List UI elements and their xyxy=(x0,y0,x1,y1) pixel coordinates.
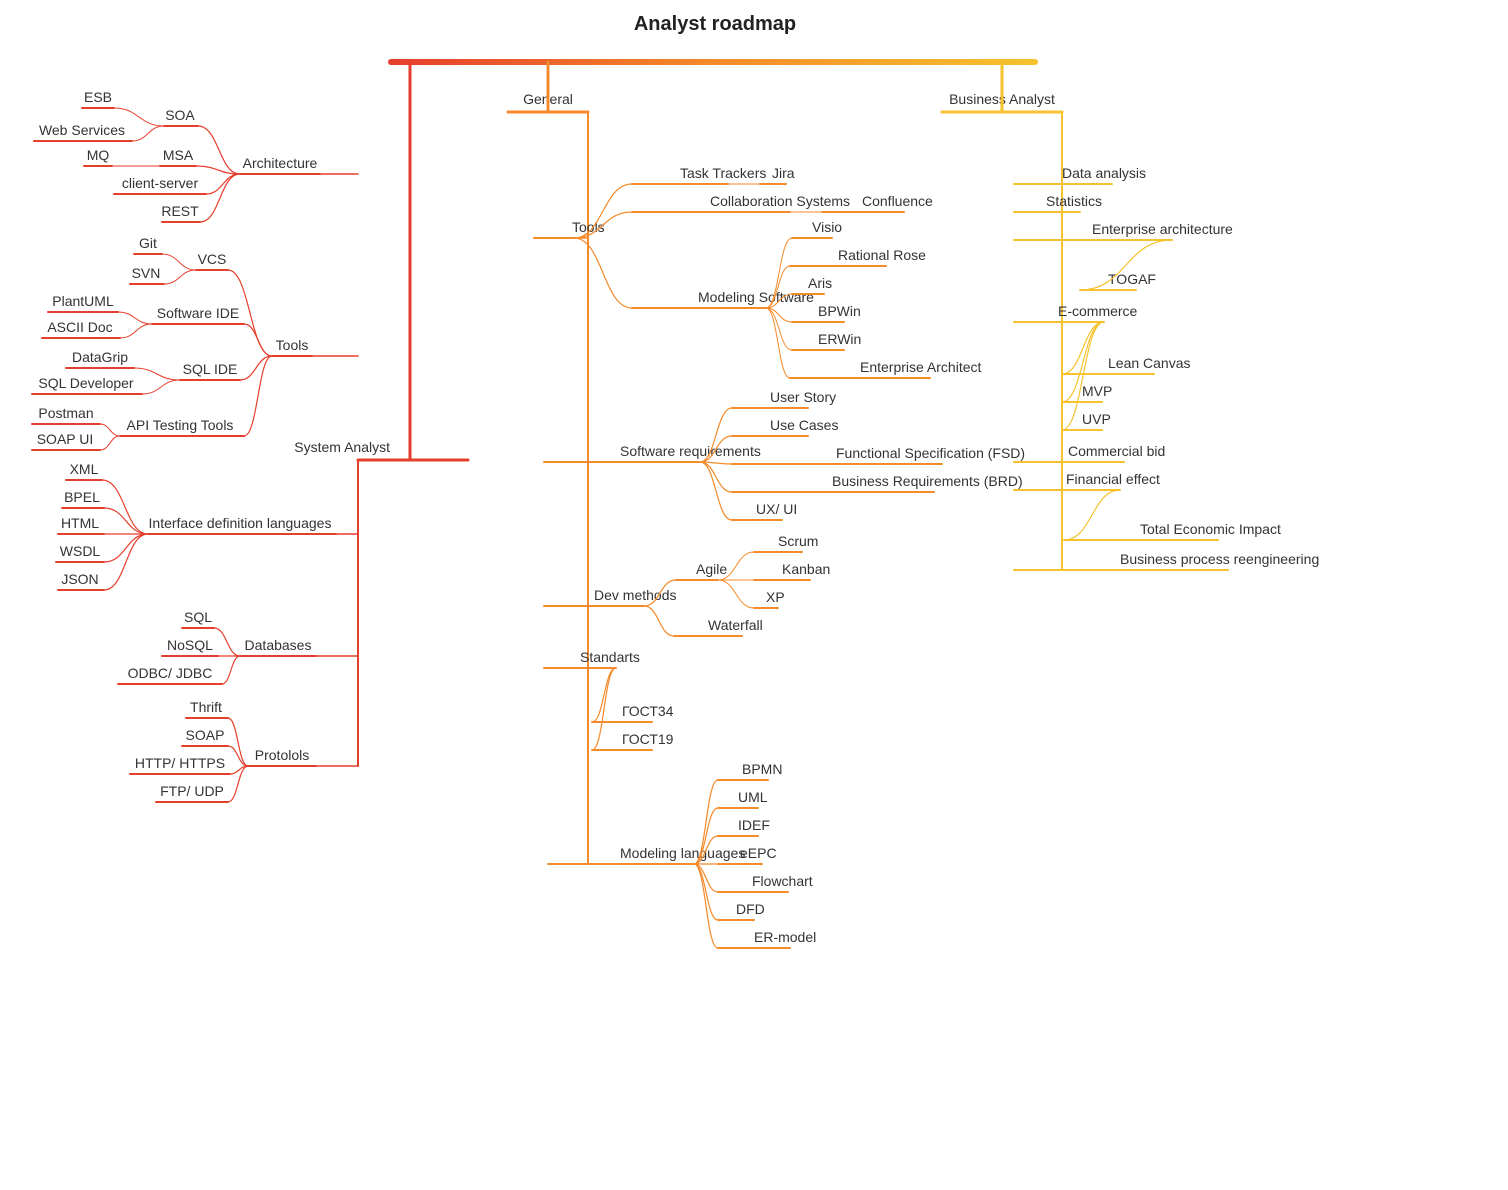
node-aris: Aris xyxy=(808,275,832,291)
node-html: HTML xyxy=(61,515,99,531)
node-vcs: VCS xyxy=(198,251,227,267)
node-sql-developer: SQL Developer xyxy=(38,375,134,391)
node-software-requirements: Software requirements xyxy=(620,443,761,459)
node-collaboration-systems: Collaboration Systems xyxy=(710,193,850,209)
node-bpwin: BPWin xyxy=(818,303,861,319)
node-dfd: DFD xyxy=(736,901,765,917)
node-statistics: Statistics xyxy=(1046,193,1102,209)
node-uvp: UVP xyxy=(1082,411,1111,427)
node-rest: REST xyxy=(161,203,199,219)
node-thrift: Thrift xyxy=(190,699,222,715)
node--19: ГОСТ19 xyxy=(622,731,674,747)
node-ascii-doc: ASCII Doc xyxy=(47,319,112,335)
node-sql-ide: SQL IDE xyxy=(183,361,238,377)
node-business-process-reengineering: Business process reengineering xyxy=(1120,551,1319,567)
node-tools: Tools xyxy=(276,337,309,353)
node-soa: SOA xyxy=(165,107,195,123)
node-xp: XP xyxy=(766,589,785,605)
node-mvp: MVP xyxy=(1082,383,1112,399)
node-waterfall: Waterfall xyxy=(708,617,763,633)
node-web-services: Web Services xyxy=(39,122,125,138)
node-architecture: Architecture xyxy=(243,155,318,171)
node-wsdl: WSDL xyxy=(60,543,101,559)
node-git: Git xyxy=(139,235,157,251)
node-http-https: HTTP/ HTTPS xyxy=(135,755,225,771)
node-xml: XML xyxy=(70,461,99,477)
node-scrum: Scrum xyxy=(778,533,818,549)
node-dev-methods: Dev methods xyxy=(594,587,676,603)
node-interface-definition-languages: Interface definition languages xyxy=(149,515,332,531)
node-user-story: User Story xyxy=(770,389,836,405)
root-bar xyxy=(388,59,1038,65)
root-title: Analyst roadmap xyxy=(634,13,796,35)
node-business-requirements-brd-: Business Requirements (BRD) xyxy=(832,473,1023,489)
node-soap: SOAP xyxy=(186,727,225,743)
node-financial-effect: Financial effect xyxy=(1066,471,1160,487)
node-soap-ui: SOAP UI xyxy=(37,431,94,447)
node-enterprise-architect: Enterprise Architect xyxy=(860,359,981,375)
node-bpmn: BPMN xyxy=(742,761,782,777)
node-rational-rose: Rational Rose xyxy=(838,247,926,263)
node-api-testing-tools: API Testing Tools xyxy=(127,417,234,433)
node-sql: SQL xyxy=(184,609,212,625)
node-modeling-software: Modeling Software xyxy=(698,289,814,305)
node-erwin: ERWin xyxy=(818,331,861,347)
node-standarts: Standarts xyxy=(580,649,640,665)
node-datagrip: DataGrip xyxy=(72,349,128,365)
node-agile: Agile xyxy=(696,561,727,577)
node-client-server: client-server xyxy=(122,175,199,191)
node-visio: Visio xyxy=(812,219,842,235)
node-bpel: BPEL xyxy=(64,489,100,505)
node-modeling-languages: Modeling languages xyxy=(620,845,745,861)
node--34: ГОСТ34 xyxy=(622,703,674,719)
node-svn: SVN xyxy=(132,265,161,281)
node-protolols: Protolols xyxy=(255,747,309,763)
mindmap-svg: Analyst roadmap System Analyst Architectur… xyxy=(0,0,1508,1190)
node-postman: Postman xyxy=(38,405,93,421)
node-lean-canvas: Lean Canvas xyxy=(1108,355,1191,371)
node-eepc: eEPC xyxy=(740,845,777,861)
node-json: JSON xyxy=(61,571,98,587)
node-task-trackers: Task Trackers xyxy=(680,165,766,181)
branch-system-analyst: System Analyst xyxy=(294,439,390,455)
node-total-economic-impact: Total Economic Impact xyxy=(1140,521,1281,537)
node-enterprise-architecture: Enterprise architecture xyxy=(1092,221,1233,237)
node-ux-ui: UX/ UI xyxy=(756,501,797,517)
node-togaf: TOGAF xyxy=(1108,271,1156,287)
node-kanban: Kanban xyxy=(782,561,830,577)
node-software-ide: Software IDE xyxy=(157,305,239,321)
node-er-model: ER-model xyxy=(754,929,816,945)
node-databases: Databases xyxy=(245,637,312,653)
node-confluence: Confluence xyxy=(862,193,933,209)
node-jira: Jira xyxy=(772,165,795,181)
node-idef: IDEF xyxy=(738,817,770,833)
node-odbc-jdbc: ODBC/ JDBC xyxy=(128,665,213,681)
node-use-cases: Use Cases xyxy=(770,417,838,433)
node-nosql: NoSQL xyxy=(167,637,213,653)
node-flowchart: Flowchart xyxy=(752,873,813,889)
node-commercial-bid: Commercial bid xyxy=(1068,443,1165,459)
node-plantuml: PlantUML xyxy=(52,293,114,309)
node-ftp-udp: FTP/ UDP xyxy=(160,783,224,799)
node-mq: MQ xyxy=(87,147,110,163)
node-msa: MSA xyxy=(163,147,194,163)
node-e-commerce: E-commerce xyxy=(1058,303,1138,319)
node-esb: ESB xyxy=(84,89,112,105)
node-uml: UML xyxy=(738,789,768,805)
node-data-analysis: Data analysis xyxy=(1062,165,1146,181)
node-functional-specification-fsd-: Functional Specification (FSD) xyxy=(836,445,1025,461)
mindmap-container: Analyst roadmap System Analyst Architectur… xyxy=(0,0,1508,1190)
